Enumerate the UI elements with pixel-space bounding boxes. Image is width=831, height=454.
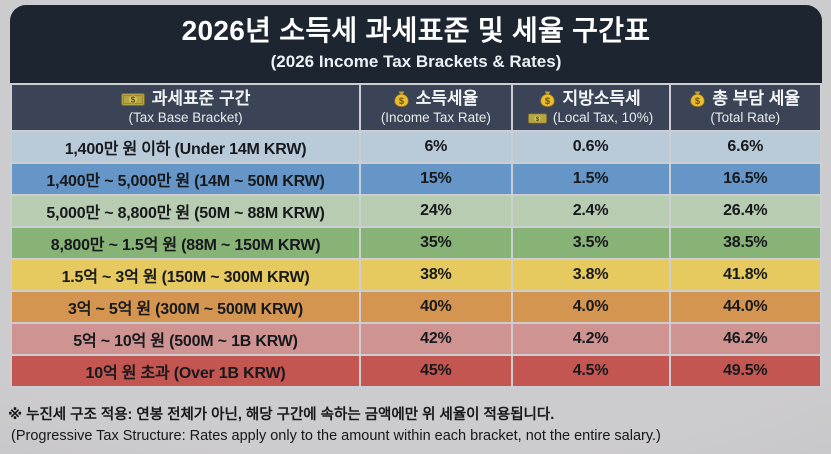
col-label-en: (Tax Base Bracket) [128,109,243,125]
total-rate-cell: 16.5% [668,162,823,196]
income-tax-cell: 40% [359,290,513,324]
local-tax-cell: 1.5% [510,162,671,196]
total-rate-cell: 26.4% [668,194,823,228]
bracket-cell: 5,000만 ~ 8,800만 원 (50M ~ 88M KRW) [9,194,362,228]
table-row: 1,400만 원 이하 (Under 14M KRW) 6% 0.6% 6.6% [9,130,823,164]
table-row: 10억 원 초과 (Over 1B KRW) 45% 4.5% 49.5% [9,354,823,388]
col-label-ko: 과세표준 구간 [151,89,251,109]
income-tax-cell: 45% [359,354,513,388]
table-row: 5,000만 ~ 8,800만 원 (50M ~ 88M KRW) 24% 2.4%… [9,194,823,228]
col-header-income-tax: $ 소득세율 (Income Tax Rate) [359,83,513,132]
col-header-local-tax: $ 지방소득세 $ (Local Tax, 10%) [510,83,671,132]
footnote-korean: ※ 누진세 구조 적용: 연봉 전체가 아닌, 해당 구간에 속하는 금액에만 … [8,407,555,423]
total-rate-cell: 49.5% [668,354,823,388]
money-bag-icon: $ [394,90,409,108]
bracket-cell: 8,800만 ~ 1.5억 원 (88M ~ 150M KRW) [9,226,362,260]
svg-text:$: $ [398,96,404,106]
col-label-ko: 소득세율 [415,89,479,109]
page-title: 2026년 소득세 과세표준 및 세율 구간표 [181,15,651,47]
footnote-english: (Progressive Tax Structure: Rates apply … [11,427,661,444]
svg-text:$: $ [545,96,551,106]
income-tax-cell: 15% [359,162,513,196]
banknote-icon: $ [120,92,145,106]
income-tax-cell: 35% [359,226,513,260]
bracket-cell: 5억 ~ 10억 원 (500M ~ 1B KRW) [9,322,362,356]
svg-text:$: $ [695,96,701,106]
col-label-ko: 총 부담 세율 [712,89,801,109]
local-tax-cell: 2.4% [510,194,671,228]
col-label-en: (Local Tax, 10%) [552,109,654,125]
table-header-row: $ 과세표준 구간 (Tax Base Bracket) $ 소득세율 (Inc… [9,83,823,132]
bracket-cell: 1,400만 원 이하 (Under 14M KRW) [9,130,362,164]
tax-table: $ 과세표준 구간 (Tax Base Bracket) $ 소득세율 (Inc… [9,83,823,388]
col-header-bracket: $ 과세표준 구간 (Tax Base Bracket) [9,83,362,132]
footnote: ※ 누진세 구조 적용: 연봉 전체가 아닌, 해당 구간에 속하는 금액에만 … [8,406,823,446]
table-row: 3억 ~ 5억 원 (300M ~ 500M KRW) 40% 4.0% 44.0% [9,290,823,324]
bracket-cell: 3억 ~ 5억 원 (300M ~ 500M KRW) [9,290,362,324]
table-row: 1,400만 ~ 5,000만 원 (14M ~ 50M KRW) 15% 1.5%… [9,162,823,196]
bracket-cell: 1,400만 ~ 5,000만 원 (14M ~ 50M KRW) [9,162,362,196]
table-row: 5억 ~ 10억 원 (500M ~ 1B KRW) 42% 4.2% 46.2% [9,322,823,356]
svg-text:$: $ [131,95,136,104]
page-subtitle: (2026 Income Tax Brackets & Rates) [270,51,562,71]
total-rate-cell: 41.8% [668,258,823,292]
total-rate-cell: 44.0% [668,290,823,324]
col-label-en: (Total Rate) [710,109,781,125]
svg-text:$: $ [536,116,540,123]
bracket-cell: 1.5억 ~ 3억 원 (150M ~ 300M KRW) [9,258,362,292]
total-rate-cell: 38.5% [668,226,823,260]
title-block: 2026년 소득세 과세표준 및 세율 구간표 (2026 Income Tax… [10,5,822,83]
total-rate-cell: 46.2% [668,322,823,356]
local-tax-cell: 4.5% [510,354,671,388]
local-tax-cell: 4.2% [510,322,671,356]
banknote-icon: $ [527,113,547,124]
income-tax-cell: 38% [359,258,513,292]
col-label-en: (Income Tax Rate) [380,109,491,125]
money-bag-icon: $ [540,90,555,108]
local-tax-cell: 3.8% [510,258,671,292]
table-row: 1.5억 ~ 3억 원 (150M ~ 300M KRW) 38% 3.8% 41.8… [9,258,823,292]
income-tax-cell: 6% [359,130,513,164]
col-header-total-rate: $ 총 부담 세율 (Total Rate) [668,83,823,132]
local-tax-cell: 3.5% [510,226,671,260]
table-row: 8,800만 ~ 1.5억 원 (88M ~ 150M KRW) 35% 3.5% 3… [9,226,823,260]
total-rate-cell: 6.6% [668,130,823,164]
income-tax-cell: 24% [359,194,513,228]
local-tax-cell: 0.6% [510,130,671,164]
col-label-ko: 지방소득세 [562,89,641,109]
money-bag-icon: $ [690,90,705,108]
local-tax-cell: 4.0% [510,290,671,324]
bracket-cell: 10억 원 초과 (Over 1B KRW) [9,354,362,388]
income-tax-cell: 42% [359,322,513,356]
